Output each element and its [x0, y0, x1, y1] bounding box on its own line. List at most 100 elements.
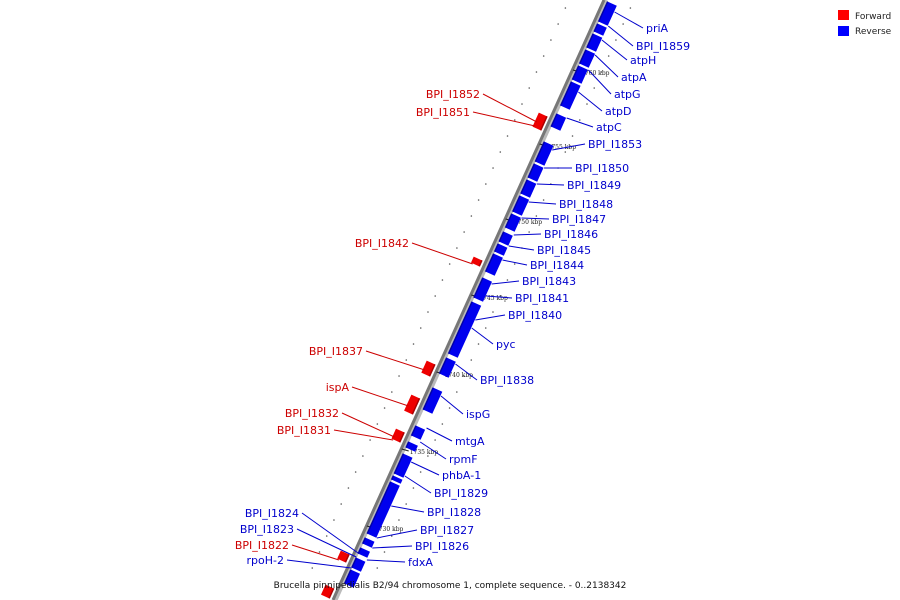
forward-gene-label: BPI_I1837 — [309, 345, 363, 358]
forward-gene-label: BPI_I1851 — [416, 106, 470, 119]
reverse-gene-label: ispG — [466, 408, 490, 421]
reverse-gene-label: BPI_I1824 — [245, 507, 299, 520]
tick-dot — [398, 519, 400, 521]
reverse-gene-block-edge — [520, 179, 528, 194]
reverse-gene-label: BPI_I1849 — [567, 179, 621, 192]
reverse-gene-label: atpA — [621, 71, 647, 84]
reverse-gene-label-leader — [296, 528, 357, 558]
tick-marks: 1760 kbp 1755 kbp 1750 kbp 1745 kbp 1740 kbp… — [311, 7, 632, 569]
reverse-gene-block — [423, 387, 443, 414]
forward-gene-label: BPI_I1822 — [235, 539, 289, 552]
reverse-gene-block — [367, 481, 400, 538]
legend-reverse-label: Reverse — [855, 27, 892, 37]
reverse-gene-block-edge — [393, 453, 405, 474]
tick-dot — [441, 279, 444, 281]
reverse-gene-label: rpmF — [449, 453, 478, 466]
tick-dot — [383, 407, 386, 409]
tick-dot — [586, 103, 588, 105]
reverse-gene-label-leader — [404, 475, 432, 494]
tick-dot — [607, 55, 610, 57]
reverse-gene-block-edge — [597, 1, 609, 22]
forward-gene-label-leader — [341, 412, 395, 438]
reverse-gene-block — [572, 65, 588, 84]
reverse-gene-label-leader — [391, 505, 425, 513]
reverse-gene-label-leader — [587, 69, 612, 95]
reverse-gene-block-edge — [422, 387, 434, 410]
tick-dot — [550, 39, 552, 41]
tick-dot — [535, 215, 538, 217]
reverse-gene-block — [494, 243, 508, 256]
tick-dot — [593, 87, 596, 89]
reverse-gene-label-leader — [536, 183, 565, 186]
reverse-gene-label: atpH — [630, 54, 656, 67]
reverse-gene-label-leader — [502, 259, 528, 266]
reverse-gene-block-edge — [498, 231, 505, 242]
reverse-gene-block — [473, 277, 492, 302]
forward-gene-block-edge — [478, 260, 483, 267]
forward-gene-label-leader — [365, 350, 425, 371]
forward-gene-block-edge — [344, 554, 350, 563]
forward-gene-label: BPI_I1831 — [277, 424, 331, 437]
reverse-gene-block — [579, 49, 596, 68]
map-caption: Brucella pinnipedialis B2/94 chromosome … — [274, 581, 627, 591]
reverse-gene-label: BPI_I1844 — [530, 259, 584, 272]
reverse-gene-label-leader — [614, 11, 644, 29]
tick-dot — [578, 119, 581, 121]
reverse-gene-label-leader — [552, 143, 586, 151]
reverse-gene-block-edge — [578, 49, 587, 64]
reverse-gene-label: BPI_I1846 — [544, 228, 598, 241]
forward-gene-label-leader — [351, 386, 409, 407]
tick-dot — [354, 471, 357, 473]
tick-dot — [448, 263, 451, 265]
tick-dot — [528, 231, 530, 233]
forward-gene-label: BPI_I1832 — [285, 407, 339, 420]
tick-dot — [492, 311, 494, 313]
reverse-gene-label: atpD — [605, 105, 632, 118]
kbp-label: 1740 kbp — [445, 372, 474, 379]
reverse-gene-block-edge — [550, 113, 558, 127]
tick-dot — [499, 151, 502, 153]
reverse-gene-label-leader — [419, 441, 447, 460]
reverse-gene-label-leader — [471, 327, 494, 345]
tick-dot — [513, 263, 516, 265]
legend-forward-label: Forward — [855, 12, 891, 22]
tick-dot — [441, 423, 444, 425]
reverse-gene-label-leader — [366, 559, 406, 563]
tick-dot — [506, 135, 509, 137]
reverse-gene-label: BPI_I1859 — [636, 40, 690, 53]
forward-gene-block-edge — [540, 116, 548, 131]
kbp-label: 1735 kbp — [410, 449, 439, 456]
reverse-gene-block-edge — [351, 557, 358, 568]
tick-dot — [506, 279, 509, 281]
reverse-gene-label: BPI_I1840 — [508, 309, 562, 322]
forward-gene-label: BPI_I1842 — [355, 237, 409, 250]
tick-dot — [434, 295, 437, 297]
tick-dot — [542, 55, 545, 57]
tick-dot — [564, 151, 567, 153]
forward-gene-label-leader — [291, 544, 340, 561]
tick-dot — [412, 487, 415, 489]
tick-dot — [470, 359, 473, 361]
kbp-label: 1755 kbp — [548, 144, 577, 151]
reverse-gene-block-edge — [559, 81, 573, 106]
reverse-gene-block — [598, 1, 617, 26]
reverse-gene-label: BPI_I1826 — [415, 540, 469, 553]
forward-gene-block — [404, 394, 420, 415]
tick-dot — [564, 7, 567, 9]
reverse-gene-block-edge — [571, 65, 580, 80]
reverse-gene-block — [391, 475, 403, 484]
forward-gene-label: BPI_I1852 — [426, 88, 480, 101]
reverse-gene-label: fdxA — [408, 556, 433, 569]
reverse-gene-label: BPI_I1848 — [559, 198, 613, 211]
tick-dot — [311, 567, 314, 569]
reverse-gene-block — [448, 301, 482, 358]
tick-dot — [419, 327, 422, 329]
forward-gene-label-leader — [482, 93, 538, 123]
reverse-gene-label: phbA-1 — [442, 469, 481, 482]
reverse-gene-label-leader — [301, 512, 359, 554]
tick-dot — [622, 23, 624, 25]
legend: Forward Reverse — [838, 10, 892, 37]
reverse-gene-label: BPI_I1850 — [575, 162, 629, 175]
